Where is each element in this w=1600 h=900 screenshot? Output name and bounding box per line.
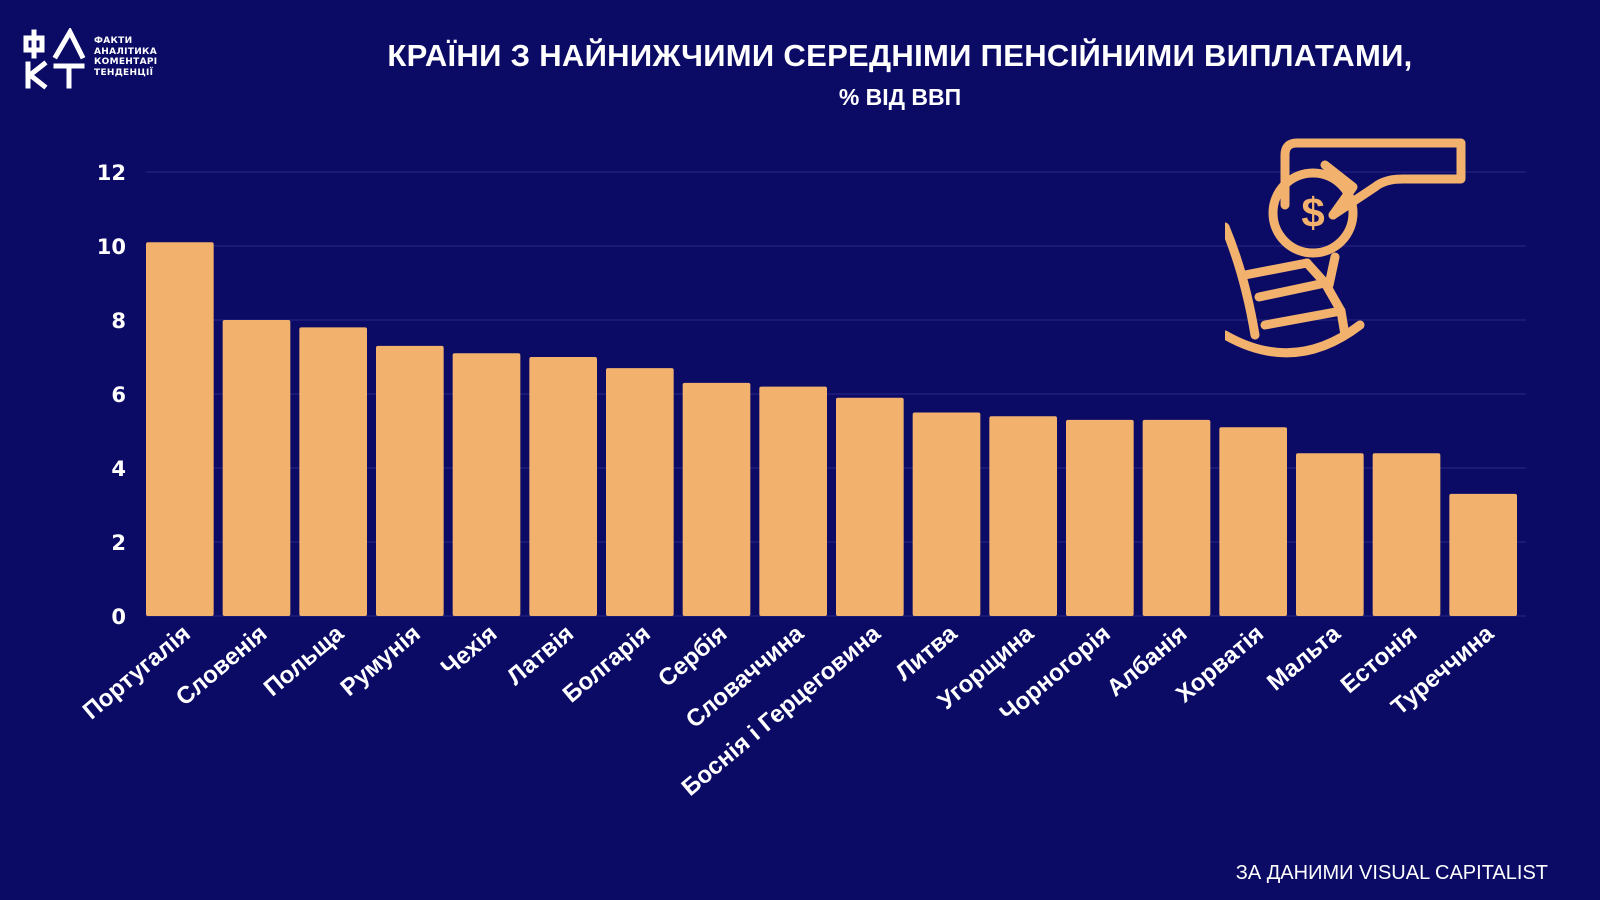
- x-tick-label: Польща: [259, 619, 350, 701]
- fakt-logo: [23, 28, 86, 90]
- bar: [529, 357, 597, 616]
- bar: [989, 416, 1057, 616]
- bar: [1296, 453, 1364, 616]
- bar: [836, 397, 904, 616]
- x-tick-label: Чехія: [436, 620, 502, 682]
- bar: [452, 353, 521, 616]
- y-tick-label: 2: [111, 531, 126, 555]
- logo-wordmark: ФАКТИ АНАЛІТИКА КОМЕНТАРІ ТЕНДЕНЦІЇ: [94, 36, 157, 78]
- y-tick-label: 10: [97, 235, 126, 259]
- logo-word-3: КОМЕНТАРІ: [94, 57, 158, 67]
- x-tick-label: Португалія: [78, 620, 196, 725]
- y-tick-label: 6: [111, 383, 126, 407]
- chart-subtitle: % ВІД ВВП: [838, 84, 962, 110]
- bar: [376, 345, 444, 616]
- bar: [1066, 419, 1134, 616]
- bar: [759, 386, 827, 616]
- dollar-sign: $: [1301, 189, 1324, 236]
- bar: [222, 320, 291, 616]
- x-tick-label: Мальта: [1262, 619, 1346, 696]
- logo-word-2: АНАЛІТИКА: [94, 46, 157, 57]
- x-tick-label: Румунія: [336, 620, 426, 702]
- bar: [146, 242, 214, 617]
- y-tick-label: 4: [111, 457, 126, 481]
- source-note: ЗА ДАНИМИ VISUAL CAPITALIST: [1235, 862, 1548, 884]
- bar: [682, 382, 751, 616]
- bar: [299, 327, 367, 616]
- bar: [1219, 427, 1287, 616]
- bar: [1449, 493, 1517, 616]
- logo-word-1: ФАКТИ: [94, 36, 133, 46]
- y-tick-label: 0: [111, 605, 126, 629]
- bar: [1372, 453, 1441, 616]
- x-tick-label: Литва: [891, 619, 963, 686]
- y-tick-label: 8: [111, 309, 126, 333]
- bar: [606, 368, 674, 616]
- logo-word-4: ТЕНДЕНЦІЇ: [94, 67, 154, 78]
- bar: [1142, 419, 1211, 616]
- pension-piggy-chair-icon: $: [1225, 138, 1466, 358]
- chart-title: КРАЇНИ З НАЙНИЖЧИМИ СЕРЕДНІМИ ПЕНСІЙНИМИ…: [387, 38, 1413, 73]
- bar: [912, 412, 981, 616]
- y-tick-label: 12: [97, 161, 126, 185]
